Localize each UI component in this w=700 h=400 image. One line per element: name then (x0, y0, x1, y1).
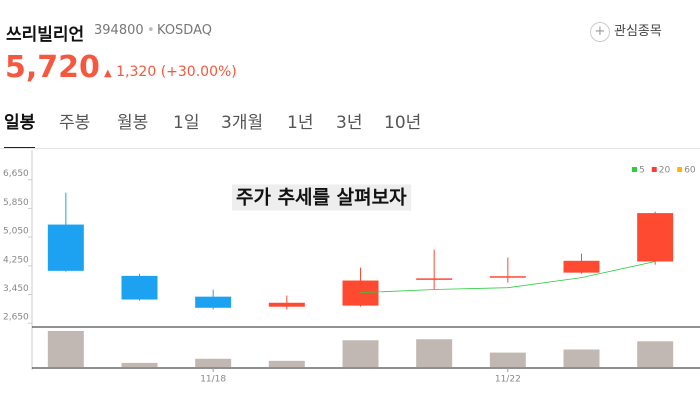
tab[interactable]: 10년 (384, 113, 422, 133)
y-tick-label: 5,050 (3, 227, 29, 237)
candle-body (342, 280, 379, 306)
separator: • (147, 23, 155, 38)
tab[interactable]: 3년 (336, 113, 363, 133)
x-tick-label: 11/22 (495, 375, 521, 385)
tab[interactable]: 주봉 (59, 113, 91, 133)
legend-swatch (632, 167, 637, 172)
candle-body (268, 302, 305, 307)
stock-code: 394800 (94, 23, 144, 38)
chart: 6,650 5,850 5,050 4,250 3,450 2,650 11/18 11/22… (0, 148, 700, 385)
annotation: 주가 추세를 살펴보자 (236, 187, 407, 209)
volume-bar (195, 358, 232, 367)
volume-bar (268, 360, 305, 367)
volume-bar (637, 341, 674, 367)
stock-name: 쓰리빌리언 (6, 25, 85, 45)
volume-bar (489, 352, 526, 367)
legend-label: 20 (659, 166, 671, 176)
volume-bar (121, 362, 158, 367)
candle-body (416, 278, 453, 280)
watch-label: 관심종목 (614, 24, 662, 39)
candle-body (47, 224, 84, 271)
y-tick-label: 4,250 (3, 255, 29, 265)
legend-swatch (651, 167, 657, 172)
change-pct: (+30.00%) (160, 64, 237, 80)
ma-line (360, 261, 656, 294)
candle-body (489, 276, 526, 278)
candle-body (637, 213, 674, 262)
legend-label: 5 (639, 166, 645, 176)
price: 5,720 (5, 50, 100, 85)
tab[interactable]: 월봉 (117, 113, 149, 133)
tab[interactable]: 1일 (173, 113, 200, 133)
annotation-bg (232, 184, 412, 211)
volume-bar (47, 331, 84, 367)
tab[interactable]: 3개월 (221, 113, 264, 133)
y-tick-label: 5,850 (3, 198, 29, 208)
change: ▲ 1,320 (+30.00%) (104, 64, 237, 80)
y-tick-label: 6,650 (3, 169, 29, 179)
y-tick-label: 2,650 (3, 313, 29, 323)
x-tick-label: 11/18 (200, 375, 226, 385)
watch-button[interactable]: + 관심종목 (590, 20, 662, 42)
y-tick-label: 3,450 (3, 284, 29, 294)
tab[interactable]: 일봉 (4, 108, 36, 149)
candle-body (121, 275, 158, 300)
change-value: 1,320 (116, 64, 157, 80)
tab[interactable]: 1년 (287, 113, 314, 133)
candle-body (563, 260, 600, 273)
volume-bar (416, 339, 453, 367)
legend-swatch (677, 167, 683, 172)
candle-body (195, 296, 232, 308)
market: KOSDAQ (157, 23, 212, 38)
volume-bar (563, 349, 600, 367)
volume-bar (342, 340, 379, 367)
legend-label: 60 (684, 166, 696, 176)
tabs: 일봉 주봉 월봉 1일 3개월 1년 3년 10년 (0, 108, 700, 149)
